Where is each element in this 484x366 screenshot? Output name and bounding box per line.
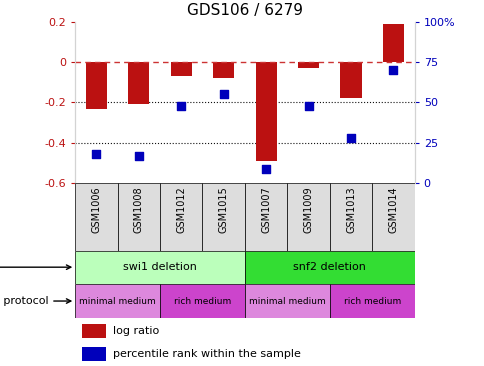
Bar — [82, 347, 106, 361]
Text: GSM1013: GSM1013 — [345, 186, 355, 233]
Text: rich medium: rich medium — [173, 296, 231, 306]
Bar — [75, 284, 160, 318]
Point — [347, 135, 354, 141]
Bar — [212, 62, 234, 78]
Bar — [244, 284, 329, 318]
Text: log ratio: log ratio — [113, 326, 159, 336]
Point — [262, 165, 270, 171]
Point — [135, 153, 142, 158]
Text: GSM1015: GSM1015 — [218, 186, 228, 233]
Bar — [329, 183, 372, 251]
Bar — [244, 251, 414, 284]
Bar — [372, 183, 414, 251]
Bar — [117, 183, 160, 251]
Bar — [340, 62, 361, 98]
Point — [92, 151, 100, 157]
Text: strain: strain — [0, 262, 71, 272]
Point — [177, 103, 185, 109]
Bar — [170, 62, 192, 76]
Bar — [287, 183, 329, 251]
Text: GSM1006: GSM1006 — [91, 186, 101, 233]
Text: GSM1014: GSM1014 — [388, 186, 398, 233]
Bar — [128, 62, 149, 105]
Bar — [297, 62, 318, 68]
Bar — [160, 183, 202, 251]
Bar — [160, 284, 244, 318]
Point — [219, 92, 227, 97]
Text: minimal medium: minimal medium — [248, 296, 325, 306]
Bar — [82, 324, 106, 339]
Text: minimal medium: minimal medium — [79, 296, 156, 306]
Bar — [255, 62, 276, 161]
Bar — [244, 183, 287, 251]
Bar — [75, 251, 244, 284]
Bar — [75, 183, 117, 251]
Text: snf2 deletion: snf2 deletion — [293, 262, 365, 272]
Bar — [329, 284, 414, 318]
Text: GSM1008: GSM1008 — [134, 186, 144, 233]
Text: swi1 deletion: swi1 deletion — [123, 262, 197, 272]
Text: GSM1007: GSM1007 — [260, 186, 271, 233]
Title: GDS106 / 6279: GDS106 / 6279 — [186, 3, 302, 18]
Text: rich medium: rich medium — [343, 296, 400, 306]
Point — [304, 103, 312, 109]
Text: GSM1009: GSM1009 — [303, 186, 313, 233]
Text: growth protocol: growth protocol — [0, 296, 71, 306]
Bar — [202, 183, 244, 251]
Point — [389, 67, 396, 73]
Bar — [86, 62, 107, 108]
Bar — [382, 24, 403, 62]
Text: GSM1012: GSM1012 — [176, 186, 186, 233]
Text: percentile rank within the sample: percentile rank within the sample — [113, 349, 301, 359]
